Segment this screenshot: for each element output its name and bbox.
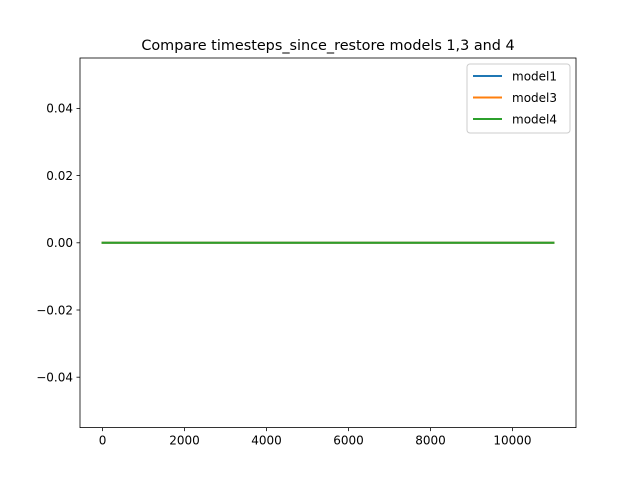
y-tick-label: −0.02 [36, 303, 73, 317]
legend: model1 model3 model4 [466, 63, 571, 134]
x-tick-label: 4000 [251, 434, 282, 448]
legend-label-model3: model3 [512, 91, 557, 105]
x-tick-label: 6000 [333, 434, 364, 448]
legend-label-model4: model4 [512, 112, 557, 126]
legend-box [466, 63, 571, 134]
x-tick-label: 10000 [493, 434, 531, 448]
x-tick-label: 2000 [169, 434, 200, 448]
y-tick-label: −0.04 [36, 371, 73, 385]
y-axis-ticks: 0.04 0.02 0.00 −0.02 −0.04 [36, 102, 80, 385]
chart-title: Compare timesteps_since_restore models 1… [141, 38, 514, 54]
legend-label-model1: model1 [512, 69, 557, 83]
y-tick-label: 0.02 [46, 169, 73, 183]
x-axis-ticks: 0 2000 4000 6000 8000 10000 [99, 427, 532, 448]
x-tick-label: 0 [99, 434, 107, 448]
y-tick-label: 0.00 [46, 236, 73, 250]
x-tick-label: 8000 [415, 434, 446, 448]
y-tick-label: 0.04 [46, 102, 73, 116]
